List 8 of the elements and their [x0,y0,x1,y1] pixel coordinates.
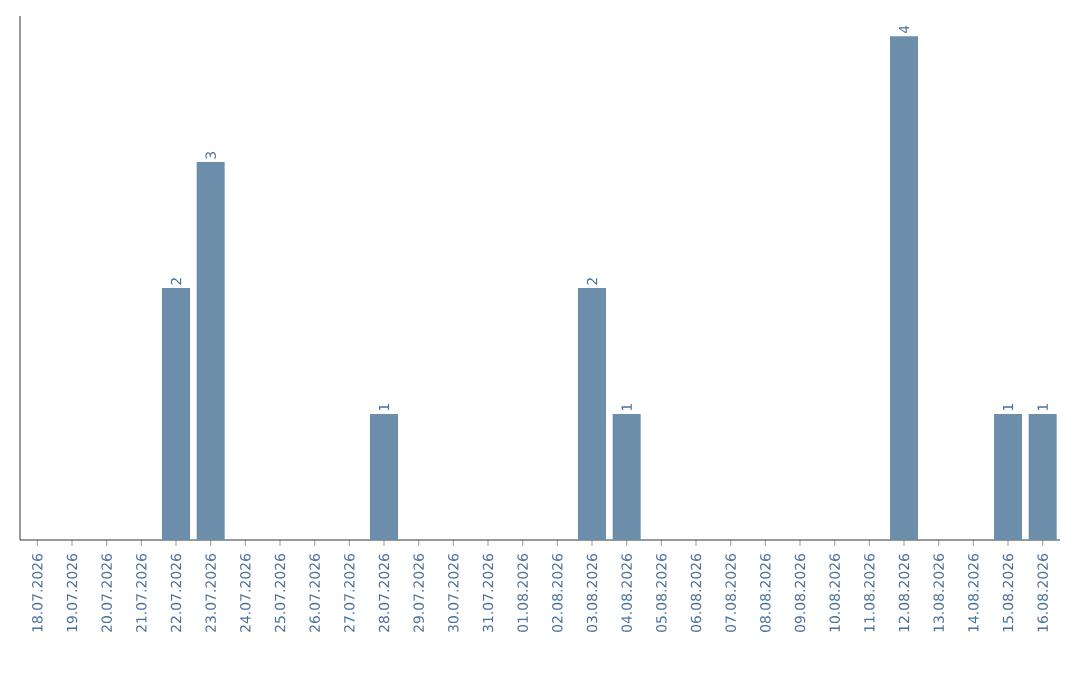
bar [994,414,1023,540]
bar [578,288,607,540]
bar [162,288,190,540]
bar [370,414,398,540]
bar [196,162,225,540]
bar [890,36,919,540]
bar [1028,414,1057,540]
bar [612,414,641,540]
